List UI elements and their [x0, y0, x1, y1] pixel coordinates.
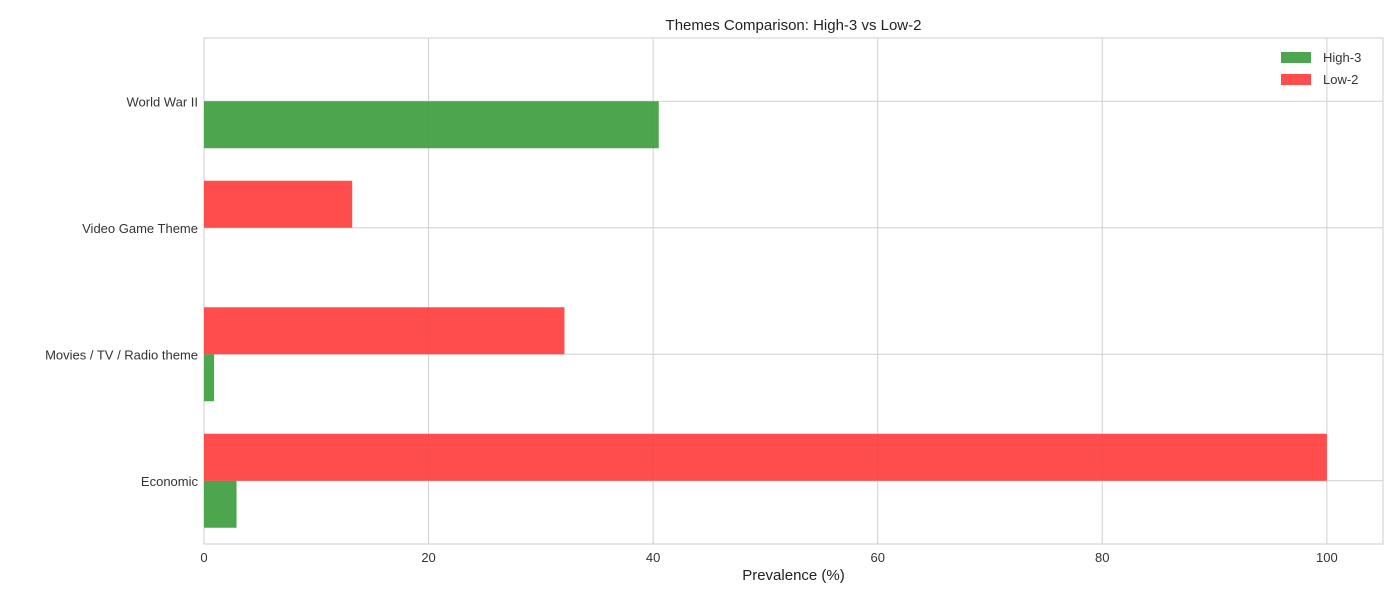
y-tick-label: Video Game Theme: [82, 221, 198, 236]
bar-high-3: [204, 101, 659, 149]
legend: High-3 Low-2: [1281, 50, 1361, 87]
y-tick-label: World War II: [126, 94, 198, 109]
bars-layer: [204, 101, 1327, 528]
legend-label-high-3: High-3: [1323, 50, 1361, 65]
x-tick-label: 0: [200, 550, 207, 565]
y-tick-label: Economic: [141, 474, 199, 489]
x-tick-label: 40: [646, 550, 660, 565]
bar-high-3: [204, 480, 237, 528]
x-axis-label: Prevalence (%): [742, 567, 845, 584]
ticks-layer: 0 20 40 60 80 100 Economic Movies / TV / Radio …: [45, 94, 1338, 565]
bar-low-2: [204, 180, 353, 228]
x-tick-label: 20: [421, 550, 435, 565]
plot-frame: [203, 37, 1384, 545]
y-tick-label: Movies / TV / Radio theme: [45, 347, 198, 362]
chart-title: Themes Comparison: High-3 vs Low-2: [666, 17, 922, 34]
legend-swatch-low-2: [1281, 74, 1311, 85]
bar-low-2: [204, 433, 1327, 481]
legend-swatch-high-3: [1281, 52, 1311, 63]
legend-label-low-2: Low-2: [1323, 72, 1358, 87]
x-tick-label: 60: [870, 550, 884, 565]
bar-high-3: [204, 354, 215, 402]
bar-low-2: [204, 307, 565, 355]
x-tick-label: 100: [1316, 550, 1338, 565]
x-tick-label: 80: [1095, 550, 1109, 565]
